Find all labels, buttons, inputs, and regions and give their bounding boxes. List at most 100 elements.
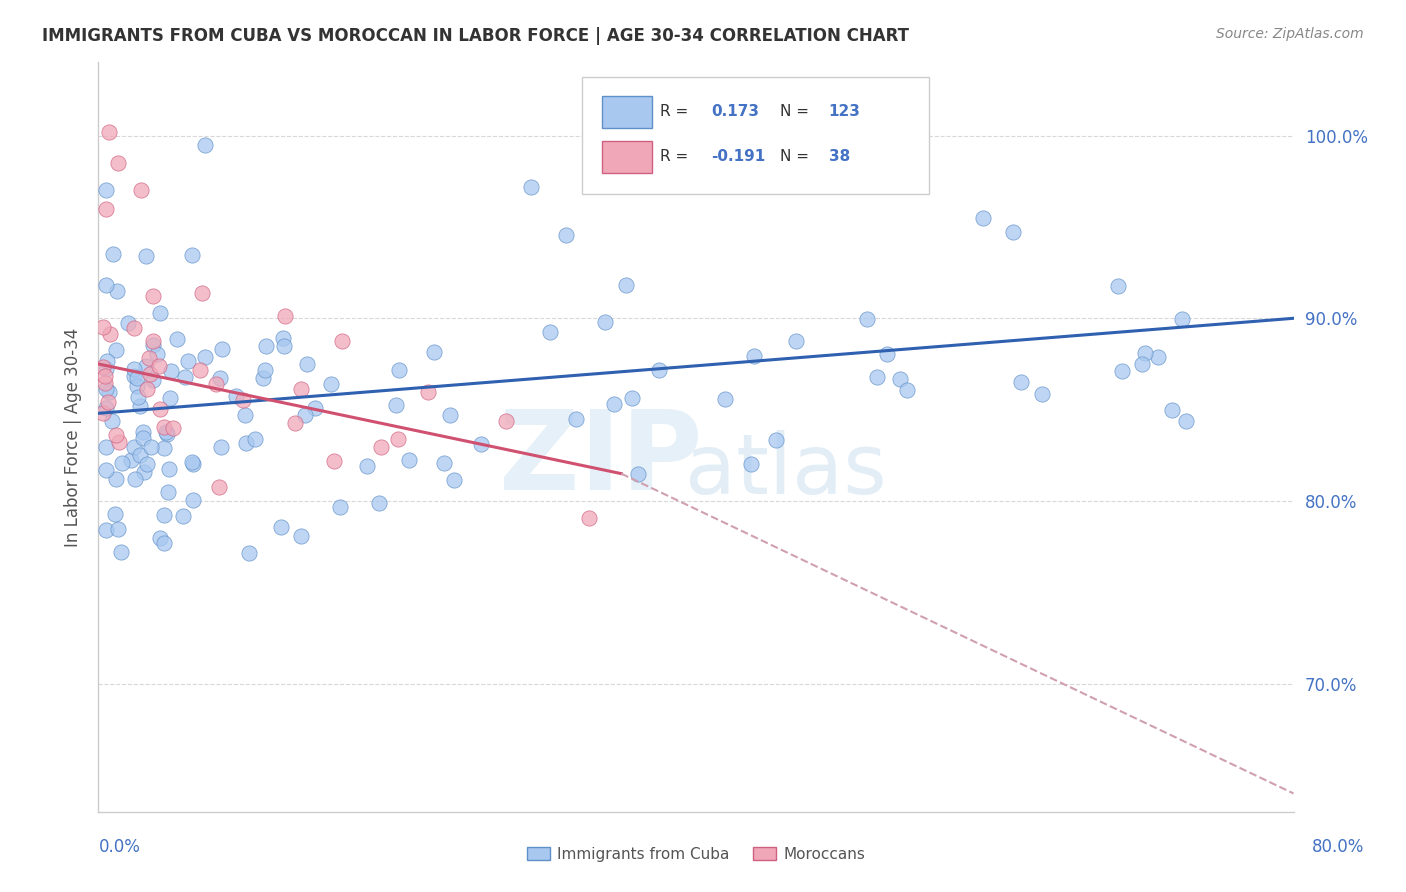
Text: 38: 38 xyxy=(828,149,849,163)
Point xyxy=(155,426,177,441)
Point xyxy=(135,359,157,373)
Point xyxy=(94,376,117,391)
Point xyxy=(98,384,121,399)
Point xyxy=(148,359,170,373)
Point xyxy=(96,354,118,368)
Point xyxy=(368,496,391,510)
Point xyxy=(101,247,124,261)
Text: atlas: atlas xyxy=(685,430,886,511)
Point xyxy=(254,339,277,353)
Point xyxy=(356,459,378,474)
Point xyxy=(322,454,344,468)
Point xyxy=(1146,350,1168,364)
Text: Source: ZipAtlas.com: Source: ZipAtlas.com xyxy=(1216,27,1364,41)
Point xyxy=(209,440,232,454)
Point xyxy=(94,278,117,293)
Point xyxy=(135,249,157,263)
Point xyxy=(139,440,162,454)
Point xyxy=(107,522,129,536)
Legend: Immigrants from Cuba, Moroccans: Immigrants from Cuba, Moroccans xyxy=(520,840,872,868)
Point xyxy=(603,397,626,411)
Point xyxy=(149,306,172,320)
Point xyxy=(91,406,114,420)
Point xyxy=(191,285,214,300)
Text: 0.0%: 0.0% xyxy=(98,838,141,856)
Point xyxy=(495,414,517,428)
Point xyxy=(647,362,669,376)
Text: R =: R = xyxy=(661,103,689,119)
Point xyxy=(117,316,139,330)
Text: 123: 123 xyxy=(828,103,860,119)
Point xyxy=(122,369,145,384)
Point xyxy=(152,420,174,434)
Point xyxy=(1133,346,1156,360)
Point xyxy=(97,395,120,409)
Point xyxy=(124,472,146,486)
Point xyxy=(159,391,181,405)
Point xyxy=(104,428,127,442)
Text: N =: N = xyxy=(779,149,808,163)
Point xyxy=(194,350,217,364)
Point xyxy=(252,371,274,385)
Point xyxy=(139,367,162,381)
Point xyxy=(243,432,266,446)
Point xyxy=(96,202,118,216)
Point xyxy=(370,440,392,454)
Point xyxy=(129,448,152,462)
Point xyxy=(321,376,343,391)
Point xyxy=(141,338,163,352)
Point xyxy=(157,485,180,500)
Point xyxy=(593,315,616,329)
Point xyxy=(94,463,117,477)
Point xyxy=(135,457,157,471)
Point xyxy=(273,339,295,353)
FancyBboxPatch shape xyxy=(582,78,929,194)
Point xyxy=(742,349,765,363)
Point xyxy=(159,364,181,378)
Point xyxy=(94,361,117,376)
Point xyxy=(134,465,156,479)
Point xyxy=(274,309,297,323)
Point xyxy=(433,456,456,470)
Text: N =: N = xyxy=(779,103,808,119)
Point xyxy=(96,440,118,454)
Point xyxy=(104,507,127,521)
Point xyxy=(270,519,292,533)
Point xyxy=(132,431,155,445)
Point xyxy=(235,436,257,450)
Point xyxy=(193,137,215,152)
Point xyxy=(208,480,231,494)
Point xyxy=(290,529,312,543)
Point xyxy=(142,373,165,387)
Point xyxy=(238,546,260,560)
Point xyxy=(1161,403,1184,417)
Point xyxy=(627,467,650,481)
Point xyxy=(157,462,180,476)
Point xyxy=(127,390,149,404)
Point xyxy=(128,399,150,413)
Text: R =: R = xyxy=(661,149,689,163)
Point xyxy=(174,370,197,384)
Point xyxy=(104,472,127,486)
Point xyxy=(443,474,465,488)
Point xyxy=(439,408,461,422)
Point xyxy=(416,385,439,400)
Point xyxy=(145,347,167,361)
Point xyxy=(329,500,352,515)
Point xyxy=(1111,364,1133,378)
Point xyxy=(101,414,124,428)
Point xyxy=(148,531,170,545)
Point xyxy=(181,458,204,472)
Point xyxy=(94,382,117,396)
Point xyxy=(149,401,172,416)
Point xyxy=(122,321,145,335)
Point xyxy=(94,401,117,415)
Point xyxy=(98,327,121,342)
Point xyxy=(1010,375,1032,389)
Point xyxy=(152,441,174,455)
Point xyxy=(387,432,409,446)
Point xyxy=(1001,226,1024,240)
Point xyxy=(135,382,157,396)
Point xyxy=(176,354,198,368)
Point xyxy=(765,433,787,447)
